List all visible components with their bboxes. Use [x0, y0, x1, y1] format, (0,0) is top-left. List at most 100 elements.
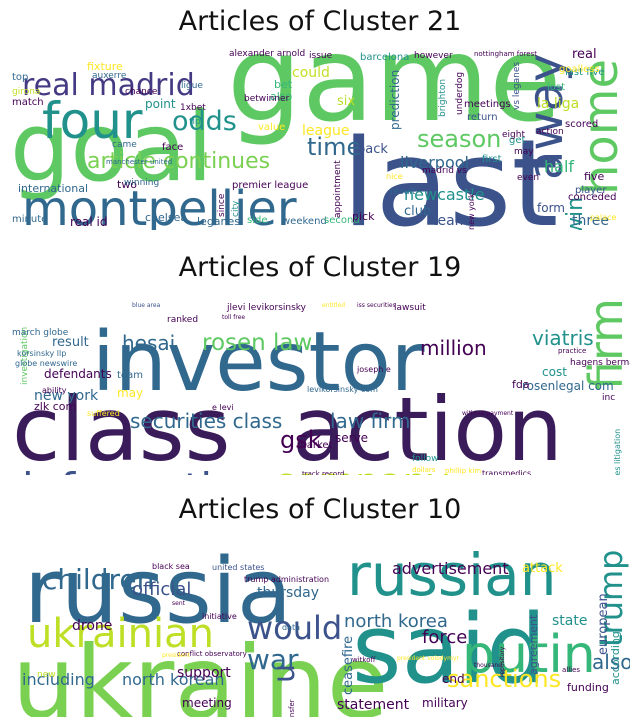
word: leganes: [197, 215, 240, 228]
word: second: [324, 215, 360, 226]
word: betwinner: [244, 94, 290, 104]
word: two: [117, 178, 137, 191]
word: la liga: [537, 96, 579, 112]
word: ceasefire: [341, 636, 356, 695]
word: thursday: [257, 585, 319, 601]
word: jlevi levikorsinsky: [226, 303, 307, 313]
word: funding: [567, 681, 609, 694]
word: ukraine: [12, 624, 388, 717]
word: last: [342, 115, 558, 230]
word: state: [552, 613, 587, 629]
word: underdog: [455, 72, 465, 115]
word: would: [247, 609, 342, 647]
word: manchester united: [106, 158, 172, 166]
word: even: [517, 173, 539, 183]
word: club: [404, 204, 431, 219]
word: track record: [302, 470, 344, 475]
word: face: [162, 142, 183, 153]
word: prediction: [388, 70, 402, 130]
panel-title: Articles of Cluster 21: [178, 6, 462, 37]
word: madrid vs: [422, 166, 467, 176]
word: tip: [189, 117, 201, 127]
word: phillip kim: [445, 467, 481, 475]
word: new: [37, 670, 56, 680]
word: newcastle: [404, 185, 485, 204]
word: million: [420, 336, 487, 360]
word: six: [337, 94, 355, 109]
word: information: [22, 464, 264, 475]
word: lawsuit: [394, 303, 426, 313]
word: pick: [352, 210, 375, 223]
word: e levi: [212, 403, 234, 412]
word: since: [217, 193, 227, 217]
word: goal: [12, 93, 213, 203]
word: girona: [12, 87, 40, 97]
word: chelsea: [145, 211, 187, 224]
word: however: [414, 51, 453, 61]
word: team: [117, 370, 143, 381]
word: repository: [499, 646, 506, 677]
word: match: [12, 97, 44, 108]
word: top: [12, 72, 28, 83]
word: liverpool: [400, 153, 469, 172]
word: home: [573, 59, 629, 195]
word: joseph e: [356, 365, 391, 374]
word: thousand: [474, 662, 502, 669]
word: get: [509, 135, 526, 146]
word: dollars: [412, 466, 436, 474]
word: witkoff: [352, 656, 376, 664]
word: result: [390, 187, 416, 197]
word: levikorsinsky com: [307, 385, 378, 394]
word: lost: [547, 82, 565, 93]
word: toll free: [222, 314, 245, 321]
word: follow: [412, 454, 439, 464]
word: time: [307, 133, 361, 161]
word: globe newswire: [15, 359, 77, 368]
word: fixture: [87, 60, 123, 73]
word: meetings: [464, 99, 511, 110]
word: conflict observatory: [177, 650, 247, 658]
word: company: [274, 460, 449, 475]
word: transfer: [288, 699, 296, 717]
word: investigation: [20, 327, 30, 385]
word: weekend: [282, 216, 327, 227]
word: sent: [172, 600, 186, 607]
word: according: [609, 631, 622, 685]
word: game: [227, 40, 562, 148]
word: data: [282, 623, 300, 632]
word: blue area: [132, 302, 161, 309]
word: also: [270, 90, 293, 103]
word: agreement: [527, 614, 540, 675]
word: form: [537, 201, 565, 215]
word: end: [442, 672, 465, 686]
word: cost: [542, 365, 567, 379]
word: sanctions: [447, 665, 561, 693]
word: half: [544, 157, 574, 176]
word: away: [518, 54, 574, 181]
word: player: [575, 185, 607, 196]
word: trump: [592, 550, 630, 647]
word: ukrainian: [27, 611, 214, 657]
word: win: [563, 197, 588, 230]
word: eight: [502, 130, 525, 140]
word: force: [422, 627, 467, 648]
word: ligue: [181, 81, 203, 91]
word: real id: [70, 215, 108, 229]
word: war: [247, 643, 299, 676]
word: came: [112, 140, 137, 150]
word: conceded: [568, 192, 616, 203]
cluster-19-panel: Articles of Cluster 19 investor class acti…: [0, 243, 640, 483]
word: may: [117, 386, 143, 400]
word: season: [417, 125, 501, 153]
panel-title: Articles of Cluster 19: [178, 252, 462, 283]
word: initiative: [202, 612, 237, 621]
word: ability: [42, 386, 67, 395]
word-cloud: game last goal montpellier four home away real …: [12, 40, 630, 230]
word: city: [231, 200, 241, 217]
word: united states: [212, 563, 264, 572]
word: side: [247, 215, 268, 226]
word: brighton: [438, 79, 448, 117]
word: viatris: [532, 326, 594, 350]
